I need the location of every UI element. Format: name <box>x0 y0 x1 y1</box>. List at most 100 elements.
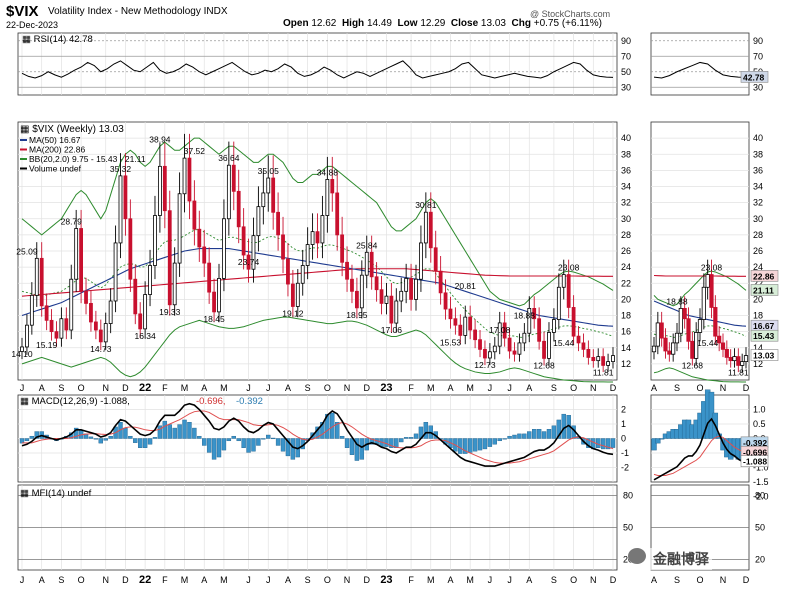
macd-histogram-bar <box>527 431 532 439</box>
mini-x-tick-label: S <box>674 383 680 393</box>
close-label: Close <box>450 18 479 29</box>
mini-price-candle <box>682 308 687 320</box>
x-tick-label: N <box>344 575 351 585</box>
mini-x-tick-label: A <box>651 575 657 585</box>
price-candle <box>359 274 364 309</box>
macd-histogram-bar <box>152 437 158 439</box>
macd-signal-value: -0.696, <box>196 396 226 407</box>
mini-price-annotation: 18.88 <box>666 296 688 306</box>
x-tick-label: J <box>20 575 25 585</box>
x-tick-label: D <box>364 383 371 393</box>
x-tick-label: J <box>488 575 493 585</box>
price-candle <box>192 200 197 230</box>
macd-histogram-bar <box>502 438 507 440</box>
price-annotation: 15.53 <box>440 337 462 347</box>
price-candle <box>478 339 482 350</box>
x-tick-label: 23 <box>380 574 392 586</box>
macd-histogram-bar <box>507 435 512 439</box>
price-right-tag: 21.11 <box>753 285 774 295</box>
price-mini-tick-label: 30 <box>753 214 763 224</box>
x-tick-label: O <box>78 383 85 393</box>
macd-histogram-bar <box>177 424 182 439</box>
price-candle <box>404 278 409 292</box>
mfi-mini-tick-label: 80 <box>755 491 765 501</box>
price-candle <box>448 308 453 320</box>
high-value: 14.49 <box>366 18 392 29</box>
price-mini-tick-label: 38 <box>753 149 763 159</box>
price-candle <box>217 278 221 313</box>
price-candle <box>256 206 261 237</box>
x-tick-label: N <box>590 383 597 393</box>
rsi-line <box>21 60 614 79</box>
x-tick-label: M <box>427 383 435 393</box>
mini-x-tick-label: S <box>674 575 680 585</box>
x-tick-label: O <box>324 575 331 585</box>
x-tick-label: A <box>285 383 291 393</box>
rsi-right-tag-bg <box>740 71 769 83</box>
price-candle <box>473 329 478 341</box>
price-candle <box>34 257 39 296</box>
price-candle <box>576 335 581 344</box>
macd-histogram-bar <box>403 437 409 439</box>
price-candle <box>566 274 571 308</box>
rsi-panel-mini-frame <box>650 32 750 96</box>
price-candle <box>586 348 591 358</box>
price-candle <box>261 192 266 208</box>
price-candle <box>93 321 98 331</box>
macd-tick-label: -2 <box>621 463 629 473</box>
mini-price-candle <box>724 348 729 358</box>
price-candle <box>414 278 418 300</box>
x-tick-label: J <box>20 383 25 393</box>
price-tick-label: 14 <box>621 343 631 353</box>
x-tick-label: J <box>507 575 512 585</box>
price-candle <box>207 262 212 293</box>
mini-x-tick-label: A <box>651 383 657 393</box>
price-candle <box>39 257 44 307</box>
low-label: Low <box>397 18 418 29</box>
price-right-tag: 15.43 <box>753 331 775 341</box>
mini-price-candle <box>674 332 680 344</box>
price-candle <box>241 226 246 256</box>
x-tick-label: O <box>78 575 85 585</box>
price-tick-label: 40 <box>621 133 631 143</box>
price-mini-tick-label: 36 <box>753 165 763 175</box>
mini-ma200-line <box>653 274 746 277</box>
x-tick-label: D <box>364 575 371 585</box>
x-tick-label: F <box>162 383 168 393</box>
price-mini-tick-label: 40 <box>753 133 763 143</box>
macd-histogram-bar <box>335 422 340 439</box>
price-annotation: 23.74 <box>238 257 260 267</box>
price-annotation: 20.81 <box>455 281 477 291</box>
macd-histogram-bar <box>108 435 113 439</box>
price-candle <box>305 244 310 266</box>
macd-histogram-bar <box>88 436 94 439</box>
price-candle <box>384 295 389 304</box>
x-tick-label: D <box>610 575 617 585</box>
macd-histogram-bar <box>408 437 414 439</box>
price-candle <box>379 289 384 304</box>
macd-line <box>21 402 614 467</box>
price-mini-tick-label: 32 <box>753 198 763 208</box>
mini-price-candle <box>728 357 733 362</box>
price-candle <box>596 356 601 362</box>
price-candle <box>128 218 133 280</box>
price-candle <box>148 265 152 295</box>
price-mini-tick-label: 18 <box>753 311 763 321</box>
price-candle <box>409 278 413 300</box>
mini-price-annotation: 12.68 <box>682 360 704 370</box>
macd-histogram-bar <box>98 438 104 444</box>
macd-histogram-bar <box>605 438 611 450</box>
rsi-mini-tick-label: 90 <box>753 36 763 46</box>
price-candle <box>325 179 330 216</box>
mini-price-annotation: 23.08 <box>701 263 723 273</box>
macd-histogram-bar <box>477 438 483 451</box>
macd-mini-tick-label: 0.5 <box>753 419 766 429</box>
price-candle <box>64 318 69 331</box>
price-annotation: 18.45 <box>203 314 225 324</box>
price-candle <box>113 242 118 302</box>
price-candle <box>187 157 192 202</box>
price-right-tag-bg <box>750 349 779 361</box>
price-candle <box>556 286 561 320</box>
x-tick-label: M <box>466 383 474 393</box>
price-candle <box>517 342 522 355</box>
